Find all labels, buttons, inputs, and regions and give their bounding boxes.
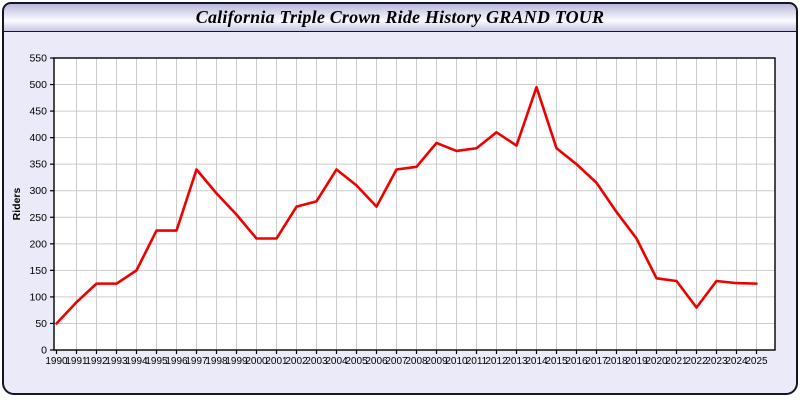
x-tick-label: 1999 bbox=[225, 356, 248, 367]
x-tick-label: 1995 bbox=[145, 356, 168, 367]
x-tick-label: 2000 bbox=[245, 356, 268, 367]
x-tick-label: 1996 bbox=[165, 356, 188, 367]
y-tick-label: 200 bbox=[29, 238, 47, 250]
y-tick-label: 100 bbox=[29, 291, 47, 303]
x-tick-label: 1998 bbox=[205, 356, 228, 367]
x-tick-label: 2014 bbox=[525, 356, 548, 367]
x-tick-label: 2018 bbox=[605, 356, 628, 367]
x-tick-label: 2009 bbox=[425, 356, 448, 367]
x-tick-label: 2022 bbox=[685, 356, 708, 367]
x-tick-label: 2002 bbox=[285, 356, 308, 367]
chart-title: California Triple Crown Ride History GRA… bbox=[195, 7, 605, 27]
x-tick-label: 2012 bbox=[485, 356, 508, 367]
x-tick-label: 2007 bbox=[385, 356, 408, 367]
x-tick-label: 1997 bbox=[185, 356, 208, 367]
y-tick-label: 0 bbox=[41, 345, 47, 357]
y-tick-label: 400 bbox=[29, 132, 47, 144]
x-tick-label: 2001 bbox=[265, 356, 288, 367]
riders-series-line bbox=[55, 85, 758, 325]
x-tick-label: 2011 bbox=[466, 356, 488, 367]
x-tick-label: 2017 bbox=[585, 356, 608, 367]
x-tick-label: 2025 bbox=[745, 356, 768, 367]
y-tick-label: 250 bbox=[29, 212, 47, 224]
x-tick-label: 2008 bbox=[405, 356, 428, 367]
y-tick-label: 550 bbox=[29, 53, 47, 65]
y-tick-label: 500 bbox=[29, 79, 47, 91]
plot-border bbox=[53, 57, 776, 351]
y-axis-title: Riders bbox=[11, 188, 23, 221]
y-tick-label: 150 bbox=[29, 265, 47, 277]
plot-area bbox=[54, 58, 775, 350]
x-tick-label: 1993 bbox=[105, 356, 128, 367]
x-tick-label: 2006 bbox=[365, 356, 388, 367]
x-tick-label: 2019 bbox=[625, 356, 648, 367]
x-tick-label: 2024 bbox=[725, 356, 748, 367]
title-bar: California Triple Crown Ride History GRA… bbox=[2, 2, 798, 32]
x-tick-label: 1991 bbox=[65, 356, 88, 367]
x-tick-label: 2015 bbox=[545, 356, 568, 367]
y-tick-label: 450 bbox=[29, 106, 47, 118]
x-tick-label: 2021 bbox=[665, 356, 688, 367]
x-tick-label: 2023 bbox=[705, 356, 728, 367]
x-tick-label: 1992 bbox=[85, 356, 108, 367]
x-tick-label: 2013 bbox=[505, 356, 528, 367]
x-tick-label: 2010 bbox=[445, 356, 468, 367]
y-tick-label: 50 bbox=[35, 318, 47, 330]
x-tick-label: 2016 bbox=[565, 356, 588, 367]
y-tick-label: 350 bbox=[29, 159, 47, 171]
x-tick-label: 2005 bbox=[345, 356, 368, 367]
x-tick-label: 2003 bbox=[305, 356, 328, 367]
x-tick-label: 2004 bbox=[325, 356, 348, 367]
x-tick-label: 1994 bbox=[125, 356, 148, 367]
y-tick-label: 300 bbox=[29, 185, 47, 197]
x-tick-label: 2020 bbox=[645, 356, 668, 367]
x-tick-label: 1990 bbox=[45, 356, 68, 367]
